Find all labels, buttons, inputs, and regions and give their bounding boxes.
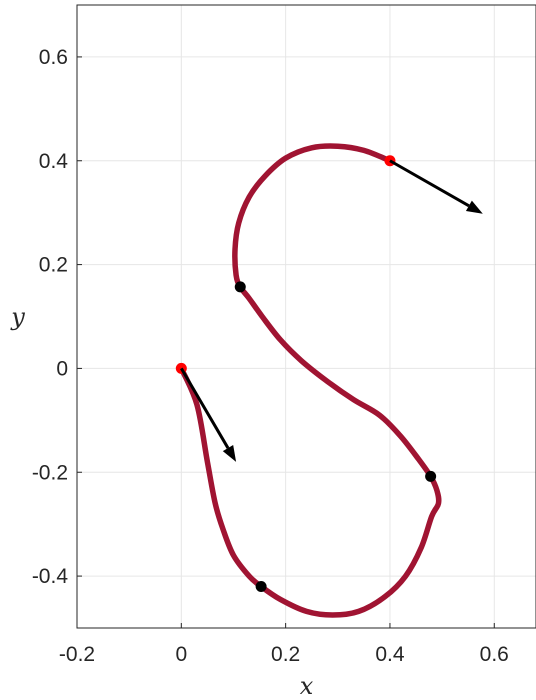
- arrow-head: [465, 200, 483, 214]
- axes-box: [76, 4, 536, 629]
- x-tick-label: 0.6: [480, 643, 509, 666]
- black-point-marker: [425, 470, 437, 482]
- y-tick-label: 0.2: [39, 254, 68, 277]
- marker-layer: [175, 155, 437, 592]
- grid: [76, 5, 536, 628]
- x-tick-label: -0.2: [59, 643, 95, 666]
- y-tick-label: 0.4: [39, 150, 69, 173]
- x-axis-label: x: [300, 672, 314, 700]
- arrow-layer: [180, 159, 483, 462]
- arrow-shaft: [389, 159, 470, 208]
- black-point-marker: [234, 281, 246, 293]
- y-tick-label: -0.2: [32, 461, 68, 484]
- x-tick-label: 0: [175, 643, 187, 666]
- curve-layer: [178, 143, 442, 618]
- y-tick-label: -0.4: [32, 565, 69, 588]
- y-tick-label: 0.6: [39, 46, 68, 69]
- x-tick-label: 0.4: [375, 643, 405, 666]
- y-tick-label: 0: [56, 357, 68, 380]
- tick-layer: -0.2 0 0.2 0.4 0.6 -0.4 -0.2 0 0.2 0.4 0.6: [32, 46, 509, 666]
- arrow-head: [222, 445, 237, 462]
- y-axis-label: y: [10, 303, 25, 331]
- curve-series-line: [178, 143, 442, 618]
- arrow-shaft: [180, 367, 230, 449]
- black-point-marker: [255, 580, 267, 592]
- x-tick-label: 0.2: [271, 643, 300, 666]
